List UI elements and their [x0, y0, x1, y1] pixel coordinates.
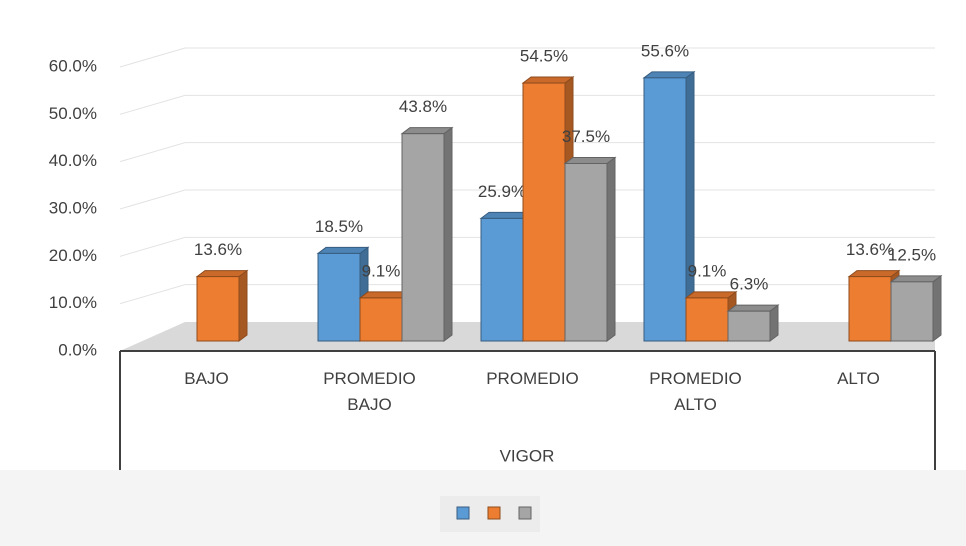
grid-line [119, 47, 935, 68]
data-label: 13.6% [194, 240, 242, 259]
bar [196, 276, 240, 342]
y-tick-label: 60.0% [49, 56, 97, 75]
bar-side [443, 126, 453, 342]
bar-top [316, 246, 370, 254]
data-label: 13.6% [846, 240, 894, 259]
x-tick-label: BAJO [184, 369, 229, 388]
data-label: 25.9% [478, 182, 526, 201]
data-label: 43.8% [399, 97, 447, 116]
x-axis-title: VIGOR [500, 446, 555, 465]
y-tick-label: 10.0% [49, 293, 97, 312]
bar [359, 297, 403, 342]
bar-side [238, 269, 248, 342]
data-label: 37.5% [562, 127, 610, 146]
bar [685, 297, 729, 342]
x-tick-label: PROMEDIO BAJO [323, 369, 416, 414]
bar-side [932, 274, 942, 342]
y-tick-label: 50.0% [49, 104, 97, 123]
y-tick-label: 0.0% [58, 340, 97, 359]
bar [522, 82, 566, 342]
data-label: 6.3% [730, 275, 769, 294]
bar [848, 276, 892, 342]
bar-top [521, 76, 575, 84]
legend-swatch [518, 506, 532, 520]
bar-top [684, 291, 738, 299]
data-label: 12.5% [888, 245, 936, 264]
data-label: 9.1% [362, 261, 401, 280]
bar [401, 133, 445, 342]
data-label: 9.1% [688, 261, 727, 280]
bar-top [563, 157, 617, 164]
bar-top [847, 270, 901, 278]
bar [317, 252, 361, 342]
bar [480, 217, 524, 342]
bar [643, 77, 687, 342]
bar-top [726, 304, 780, 312]
bar-side [606, 156, 616, 342]
bar-top [889, 275, 943, 283]
y-tick-label: 30.0% [49, 198, 97, 217]
bar-top [400, 127, 454, 135]
bar [564, 163, 608, 342]
data-label: 54.5% [520, 47, 568, 66]
data-label: 55.6% [641, 41, 689, 60]
bar-top [642, 71, 696, 79]
y-tick-label: 20.0% [49, 246, 97, 265]
bar-top [195, 270, 249, 278]
y-tick-label: 40.0% [49, 151, 97, 170]
x-tick-label: ALTO [837, 369, 880, 388]
x-tick-label: PROMEDIO [486, 369, 579, 388]
x-tick-label: PROMEDIO ALTO [649, 369, 742, 414]
data-label: 18.5% [315, 217, 363, 236]
legend-swatch [456, 506, 470, 520]
bar [890, 281, 934, 342]
legend-swatch [487, 506, 501, 520]
bar [727, 310, 771, 342]
